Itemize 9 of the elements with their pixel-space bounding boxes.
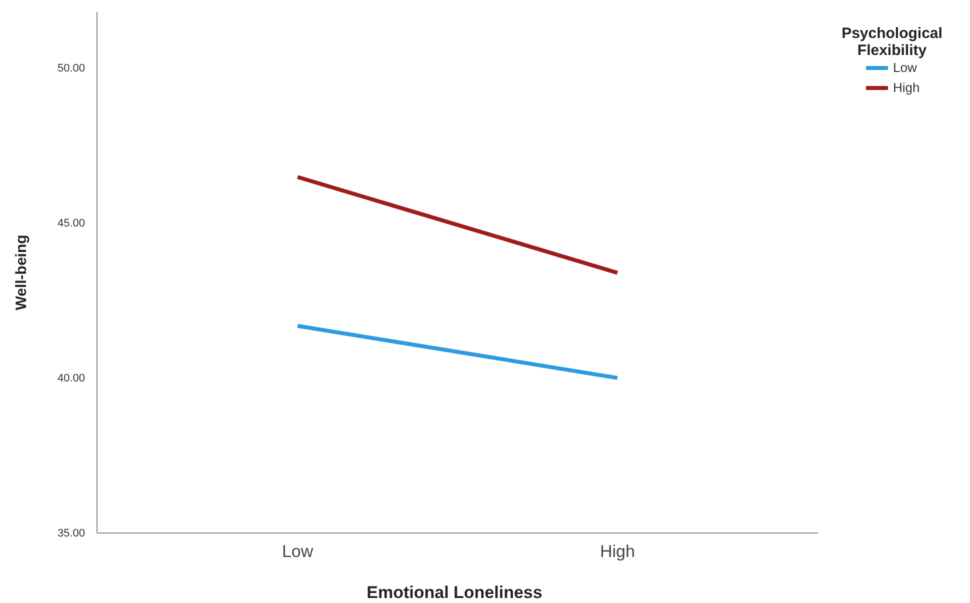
- legend-label: Low: [893, 60, 918, 75]
- y-tick-label: 40.00: [57, 372, 85, 384]
- y-axis-title: Well-being: [13, 234, 30, 310]
- y-tick-label: 35.00: [57, 528, 85, 540]
- y-tick-label: 45.00: [57, 217, 85, 230]
- legend-label: High: [893, 80, 920, 95]
- y-tick-label: 50.00: [57, 62, 85, 74]
- x-axis-title: Emotional Loneliness: [366, 583, 542, 602]
- legend-title: Psychological Flexibility: [842, 25, 942, 59]
